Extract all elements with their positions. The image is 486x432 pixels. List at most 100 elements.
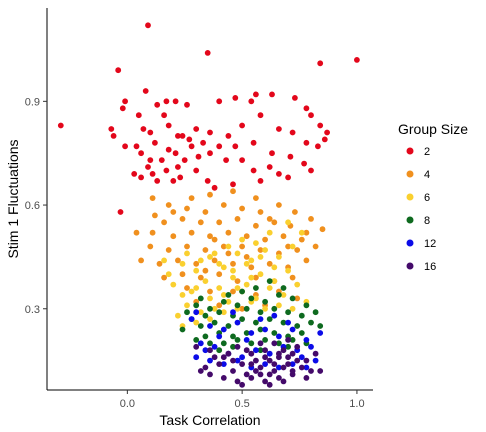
point-group-16: [266, 371, 273, 378]
point-group-8: [202, 333, 209, 340]
point-group-6: [220, 309, 227, 316]
point-group-4: [253, 274, 259, 281]
point-group-8: [294, 323, 301, 329]
point-group-2: [152, 139, 158, 146]
point-group-8: [257, 309, 264, 316]
point-group-4: [184, 205, 190, 212]
point-group-6: [230, 267, 236, 274]
point-group-8: [253, 319, 259, 326]
legend-items: 2 4 6 8 12 16: [406, 146, 436, 273]
point-group-12: [197, 340, 204, 347]
point-group-6: [253, 240, 259, 247]
point-group-8: [234, 337, 241, 343]
point-group-12: [303, 364, 310, 371]
point-group-6: [280, 292, 287, 298]
point-group-4: [271, 219, 278, 226]
point-group-8: [202, 312, 209, 319]
point-group-16: [280, 378, 287, 385]
point-group-8: [225, 323, 232, 329]
point-group-4: [220, 202, 227, 208]
point-group-4: [253, 222, 259, 229]
point-group-12: [216, 333, 223, 340]
point-group-2: [140, 126, 147, 132]
point-group-2: [145, 164, 151, 170]
point-group-16: [239, 381, 246, 388]
point-group-16: [317, 368, 324, 374]
point-group-8: [298, 330, 305, 336]
point-group-6: [211, 305, 218, 312]
point-group-12: [262, 361, 268, 367]
point-group-2: [308, 112, 314, 119]
point-group-2: [204, 178, 211, 184]
point-group-4: [294, 295, 301, 302]
point-group-2: [276, 126, 282, 132]
point-group-2: [216, 98, 223, 105]
point-group-2: [184, 101, 190, 108]
point-group-16: [298, 364, 305, 371]
point-group-6: [257, 271, 264, 278]
point-group-4: [188, 229, 195, 236]
point-group-4: [207, 233, 213, 240]
point-group-16: [271, 368, 278, 374]
point-group-4: [243, 254, 250, 260]
point-group-8: [216, 347, 223, 354]
point-group-16: [266, 381, 273, 388]
point-group-6: [243, 281, 250, 288]
y-tick-label: 0.9: [25, 96, 40, 108]
point-group-4: [289, 274, 296, 281]
point-group-2: [200, 139, 207, 146]
point-group-8: [239, 316, 246, 322]
point-group-2: [181, 157, 188, 164]
point-group-4: [225, 250, 232, 257]
point-group-2: [147, 157, 154, 164]
point-group-16: [230, 357, 236, 364]
point-group-4: [319, 226, 326, 233]
point-group-2: [257, 112, 264, 119]
point-group-2: [154, 178, 161, 184]
point-group-4: [239, 305, 246, 312]
point-group-8: [317, 323, 324, 329]
point-group-12: [243, 337, 250, 343]
point-group-12: [220, 361, 227, 367]
point-group-4: [211, 236, 218, 243]
point-group-8: [262, 337, 268, 343]
point-group-4: [165, 247, 172, 253]
point-group-4: [149, 229, 156, 236]
point-group-4: [156, 260, 163, 267]
point-group-2: [315, 143, 321, 150]
point-group-8: [257, 326, 264, 333]
point-group-4: [294, 247, 301, 253]
point-group-16: [285, 361, 291, 367]
legend-title: Group Size: [398, 121, 468, 137]
point-group-2: [303, 139, 310, 146]
point-group-2: [57, 122, 64, 129]
point-group-8: [230, 333, 236, 340]
point-group-2: [301, 160, 307, 167]
point-group-6: [220, 264, 227, 271]
point-group-12: [262, 326, 268, 333]
point-group-2: [225, 133, 232, 139]
point-group-6: [175, 312, 181, 319]
point-group-8: [289, 295, 296, 302]
point-group-6: [184, 250, 190, 257]
point-group-16: [280, 347, 287, 354]
point-group-12: [193, 309, 200, 316]
point-group-16: [271, 340, 278, 347]
point-group-4: [230, 188, 236, 195]
point-group-2: [232, 143, 239, 150]
y-axis-title: Stim 1 Fluctuations: [5, 139, 21, 258]
point-group-16: [294, 343, 301, 350]
point-group-4: [152, 212, 158, 219]
point-group-2: [165, 122, 172, 129]
point-group-12: [202, 347, 209, 354]
point-group-2: [177, 174, 184, 181]
point-group-16: [294, 357, 301, 364]
point-group-4: [216, 302, 223, 309]
point-group-6: [239, 236, 246, 243]
point-group-12: [230, 309, 236, 316]
point-group-4: [253, 195, 259, 202]
point-group-8: [197, 295, 204, 302]
point-group-4: [230, 288, 236, 295]
point-group-8: [207, 305, 213, 312]
point-group-2: [149, 171, 156, 177]
